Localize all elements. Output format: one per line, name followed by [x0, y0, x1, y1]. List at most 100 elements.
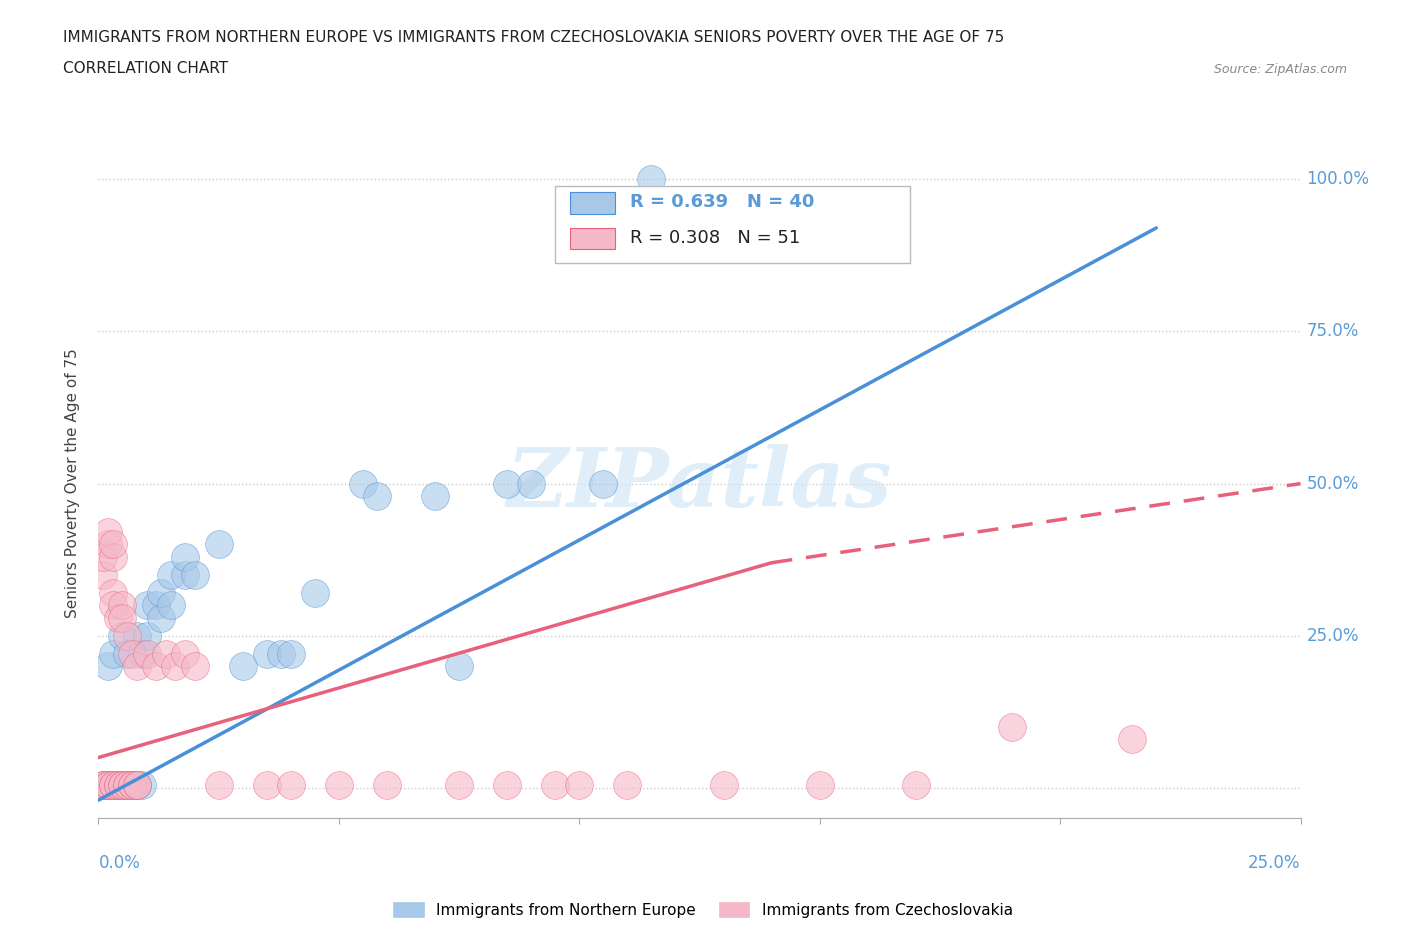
- Point: [125, 777, 148, 792]
- Text: 75.0%: 75.0%: [1306, 323, 1360, 340]
- Point: [496, 777, 519, 792]
- Point: [270, 646, 292, 661]
- Point: [107, 777, 129, 792]
- Point: [107, 777, 129, 792]
- Point: [520, 476, 543, 491]
- Y-axis label: Seniors Poverty Over the Age of 75: Seniors Poverty Over the Age of 75: [65, 349, 80, 618]
- Text: 25.0%: 25.0%: [1306, 627, 1360, 644]
- Point: [159, 567, 181, 582]
- Point: [544, 777, 567, 792]
- Point: [183, 567, 205, 582]
- Point: [121, 777, 143, 792]
- Point: [155, 646, 177, 661]
- Point: [713, 777, 735, 792]
- Point: [135, 598, 157, 613]
- Point: [117, 629, 139, 644]
- Text: R = 0.308   N = 51: R = 0.308 N = 51: [630, 229, 800, 246]
- Point: [232, 658, 254, 673]
- Point: [97, 777, 120, 792]
- Point: [304, 586, 326, 601]
- Point: [101, 777, 124, 792]
- Point: [149, 586, 172, 601]
- Point: [131, 646, 153, 661]
- Point: [111, 777, 134, 792]
- Point: [91, 777, 114, 792]
- Point: [97, 777, 120, 792]
- Point: [713, 202, 735, 217]
- Point: [101, 537, 124, 551]
- Point: [101, 777, 124, 792]
- Point: [91, 777, 114, 792]
- Point: [97, 537, 120, 551]
- Point: [125, 629, 148, 644]
- FancyBboxPatch shape: [569, 193, 616, 214]
- Point: [111, 777, 134, 792]
- Text: 100.0%: 100.0%: [1306, 170, 1369, 188]
- Text: 50.0%: 50.0%: [1306, 474, 1360, 493]
- Point: [91, 567, 114, 582]
- Point: [496, 476, 519, 491]
- Point: [149, 610, 172, 625]
- Point: [135, 629, 157, 644]
- Point: [640, 172, 662, 187]
- Point: [121, 777, 143, 792]
- Point: [131, 777, 153, 792]
- FancyBboxPatch shape: [555, 186, 910, 262]
- Point: [101, 646, 124, 661]
- Text: Source: ZipAtlas.com: Source: ZipAtlas.com: [1213, 62, 1347, 75]
- Point: [121, 777, 143, 792]
- Point: [101, 777, 124, 792]
- Point: [125, 658, 148, 673]
- Point: [135, 646, 157, 661]
- Text: CORRELATION CHART: CORRELATION CHART: [63, 60, 228, 75]
- Point: [107, 777, 129, 792]
- Point: [280, 777, 302, 792]
- Point: [904, 777, 927, 792]
- Text: IMMIGRANTS FROM NORTHERN EUROPE VS IMMIGRANTS FROM CZECHOSLOVAKIA SENIORS POVERT: IMMIGRANTS FROM NORTHERN EUROPE VS IMMIG…: [63, 30, 1004, 45]
- Point: [111, 610, 134, 625]
- FancyBboxPatch shape: [569, 228, 616, 249]
- Point: [101, 550, 124, 565]
- Point: [125, 777, 148, 792]
- Point: [447, 777, 470, 792]
- Point: [256, 777, 278, 792]
- Point: [375, 777, 398, 792]
- Point: [256, 646, 278, 661]
- Text: ZIPatlas: ZIPatlas: [506, 444, 893, 524]
- Point: [328, 777, 350, 792]
- Point: [97, 525, 120, 539]
- Point: [208, 777, 231, 792]
- Point: [159, 598, 181, 613]
- Point: [1121, 732, 1143, 747]
- Point: [616, 777, 638, 792]
- Point: [97, 777, 120, 792]
- Point: [101, 586, 124, 601]
- Point: [165, 658, 187, 673]
- Point: [174, 567, 197, 582]
- Point: [111, 777, 134, 792]
- Point: [208, 537, 231, 551]
- Point: [592, 476, 614, 491]
- Text: 0.0%: 0.0%: [98, 854, 141, 871]
- Text: R = 0.639   N = 40: R = 0.639 N = 40: [630, 193, 814, 211]
- Point: [101, 598, 124, 613]
- Point: [447, 658, 470, 673]
- Point: [111, 598, 134, 613]
- Point: [117, 777, 139, 792]
- Point: [97, 658, 120, 673]
- Point: [366, 488, 388, 503]
- Point: [121, 646, 143, 661]
- Point: [145, 658, 167, 673]
- Point: [174, 550, 197, 565]
- Point: [91, 777, 114, 792]
- Point: [117, 777, 139, 792]
- Point: [568, 777, 591, 792]
- Point: [352, 476, 374, 491]
- Point: [107, 610, 129, 625]
- Point: [1001, 720, 1024, 735]
- Point: [183, 658, 205, 673]
- Point: [145, 598, 167, 613]
- Point: [111, 629, 134, 644]
- Point: [174, 646, 197, 661]
- Point: [808, 777, 831, 792]
